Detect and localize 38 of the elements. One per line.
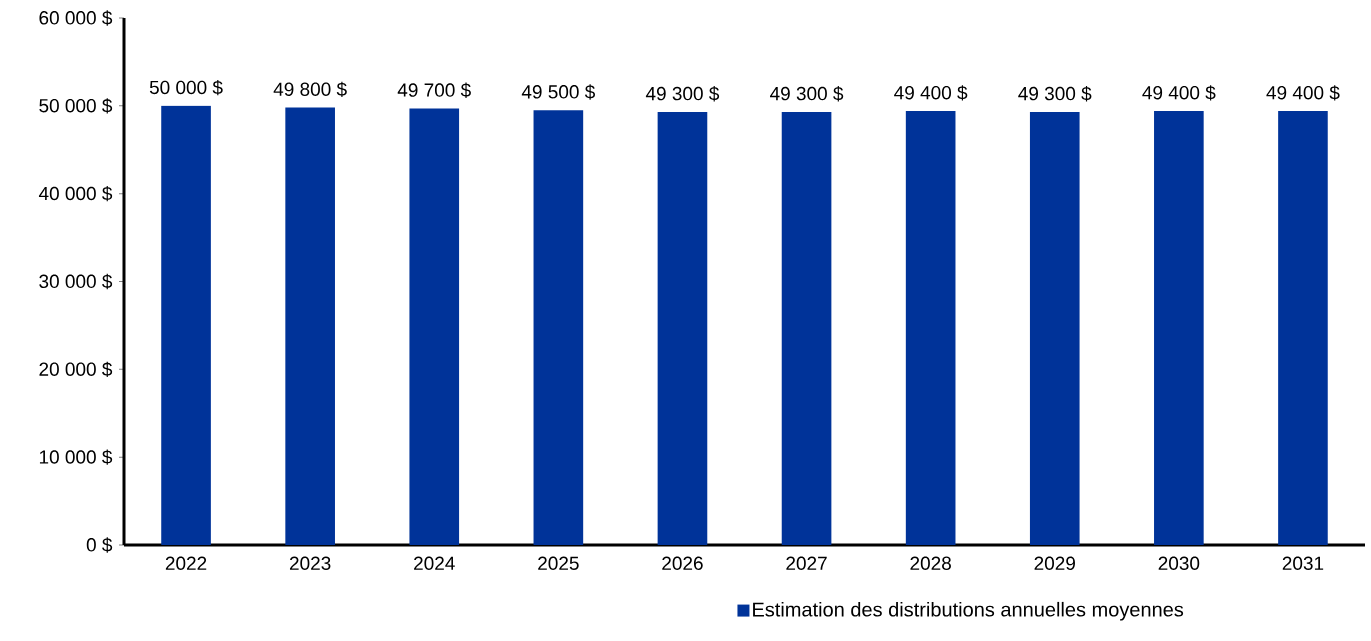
data-label: 50 000 $ (149, 79, 223, 96)
x-tick-label: 2027 (786, 556, 827, 570)
bar (657, 111, 708, 545)
y-tick-label: 50 000 $ (39, 98, 113, 114)
x-tick-label: 2026 (662, 556, 703, 570)
x-tick-label: 2023 (289, 556, 331, 570)
legend-label: Estimation des distributions annuelles moyennes (753, 601, 1184, 621)
data-label: 49 300 $ (645, 86, 720, 102)
x-tick-label: 2029 (1034, 556, 1075, 570)
x-tick-label: 2031 (1282, 556, 1324, 570)
data-label: 49 400 $ (1266, 85, 1340, 101)
bar (533, 110, 584, 545)
x-tick-label: 2028 (910, 556, 951, 570)
y-tick-label: 0 $ (86, 537, 113, 553)
data-label: 49 700 $ (397, 82, 471, 98)
data-label: 49 500 $ (521, 84, 595, 100)
y-tick-label: 30 000 $ (39, 273, 113, 290)
y-tick-label: 20 000 $ (39, 361, 113, 378)
x-tick-label: 2024 (414, 556, 455, 570)
data-label: 49 300 $ (770, 86, 844, 102)
bar (1278, 111, 1328, 545)
bar (161, 105, 211, 545)
x-tick-label: 2025 (538, 556, 579, 570)
data-label: 49 400 $ (894, 85, 968, 101)
bar (285, 107, 335, 545)
bar (781, 111, 832, 545)
bar (409, 108, 460, 545)
y-tick-label: 40 000 $ (38, 185, 113, 202)
bar (1154, 111, 1204, 545)
x-tick-label: 2022 (165, 556, 207, 570)
x-tick-label: 2030 (1158, 556, 1200, 570)
y-tick-label: 10 000 $ (39, 449, 113, 465)
data-label: 49 800 $ (273, 81, 347, 98)
data-label: 49 400 $ (1142, 85, 1216, 101)
data-label: 49 300 $ (1018, 86, 1092, 102)
bar (1029, 111, 1080, 545)
y-tick-label: 60 000 $ (39, 10, 113, 26)
bar (905, 111, 956, 545)
